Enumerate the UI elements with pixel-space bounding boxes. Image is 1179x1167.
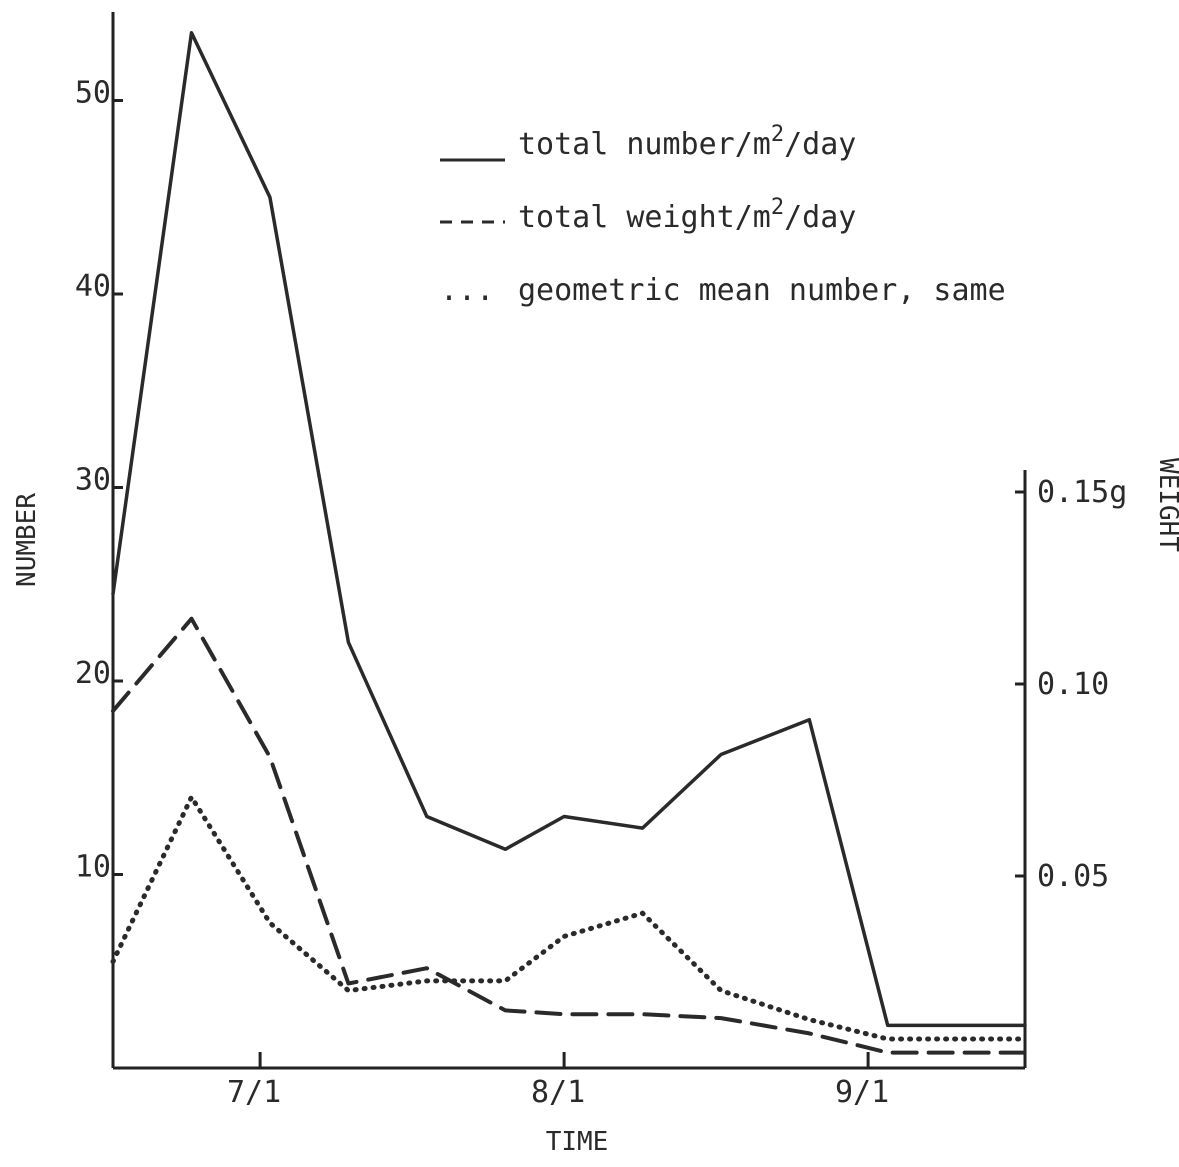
right-y-tick-label: 0.10 [1037, 667, 1109, 702]
x-axis-title: TIME [546, 1127, 609, 1157]
series-geometric-mean-line [110, 794, 1028, 1042]
legend-label-total-number-after: /day [784, 127, 856, 162]
left-y-axis-title: NUMBER [12, 493, 42, 587]
series-total-number-line [111, 31, 1027, 1028]
legend-label-total-number: total number/m2/day [518, 122, 856, 162]
series-layer [110, 31, 1028, 1055]
axes-layer [111, 12, 1027, 1070]
left-y-tick-label: 30 [75, 463, 111, 498]
legend-label-total-weight-text: total weight/m [518, 200, 771, 235]
legend-label-total-weight: total weight/m2/day [518, 195, 856, 235]
legend-label-total-number-text: total number/m [518, 127, 771, 162]
legend-label-total-weight-sup: 2 [771, 195, 784, 220]
x-tick-label: 8/1 [531, 1075, 585, 1110]
left-y-tick-label: 40 [75, 269, 111, 304]
left-y-tick-label: 10 [75, 850, 111, 885]
right-y-tick-label: 0.15g [1037, 475, 1127, 510]
left-y-tick-label: 50 [75, 76, 111, 111]
x-tick-label: 7/1 [227, 1075, 281, 1110]
right-y-tick-label: 0.05 [1037, 859, 1109, 894]
series-total-weight-line [111, 616, 1027, 1055]
right-y-axis-title: WEIGHT [1153, 458, 1179, 552]
left-y-tick-label: 20 [75, 656, 111, 691]
legend-label-geometric-mean: geometric mean number, same [518, 273, 1006, 308]
legend-label-total-number-sup: 2 [771, 122, 784, 147]
legend-dotted-swatch: ... [440, 273, 494, 308]
ticks-layer: 7/1 8/1 9/1 10 20 30 40 50 0.05 0.10 0.15g [75, 76, 1127, 1111]
x-tick-label: 9/1 [835, 1075, 889, 1110]
legend: total number/m2/day total weight/m2/day … [440, 122, 1006, 308]
legend-label-total-weight-after: /day [784, 200, 856, 235]
